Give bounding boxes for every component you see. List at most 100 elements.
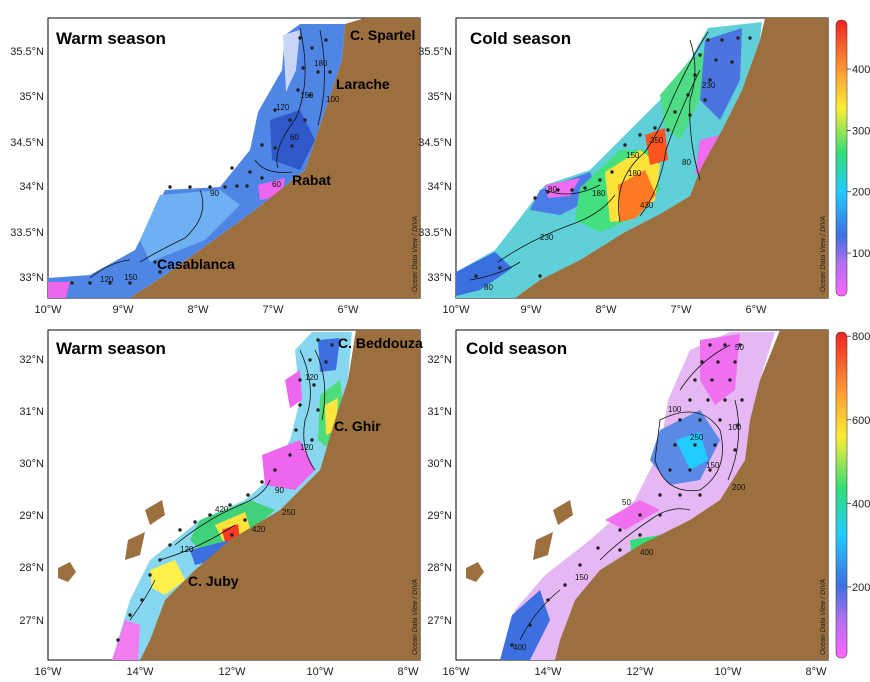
- station-marker: [178, 528, 182, 532]
- contour-label: 60: [272, 180, 281, 189]
- station-marker: [596, 546, 600, 550]
- contour-label: 120: [100, 275, 114, 284]
- contour-label: 150: [626, 151, 640, 160]
- station-marker: [243, 518, 247, 522]
- station-marker: [728, 378, 732, 382]
- station-marker: [738, 343, 742, 347]
- colorbar-ticks: 100 200 300 400: [847, 64, 870, 260]
- contour: [727, 399, 740, 481]
- contour-labels: 230 180 80 350 430 80 230 80 180 150: [484, 81, 716, 292]
- land: [555, 330, 828, 660]
- station-marker: [718, 418, 722, 422]
- station-marker: [168, 185, 172, 189]
- station-marker: [713, 443, 717, 447]
- x-tick-label: 10°W: [442, 304, 470, 316]
- credit-label: Ocean Data View / DIVA: [820, 579, 827, 655]
- contour: [174, 479, 271, 546]
- panel-title: Cold season: [470, 29, 571, 48]
- station-marker: [556, 188, 560, 192]
- contour-label: 400: [513, 643, 527, 652]
- contour-label: 350: [650, 136, 664, 145]
- station-marker: [638, 533, 642, 537]
- credit-label: Ocean Data View / DIVA: [412, 216, 419, 292]
- panel-north-cold: 230 180 80 350 430 80 230 80 180 150 Col…: [418, 17, 870, 316]
- station-markers: [474, 36, 752, 278]
- y-tick-label: 32°N: [19, 354, 44, 366]
- field-light-blue: [140, 190, 240, 262]
- station-marker: [316, 408, 320, 412]
- station-marker: [723, 398, 727, 402]
- y-tick-label: 32°N: [427, 354, 452, 366]
- station-marker: [294, 428, 298, 432]
- station-marker: [324, 38, 328, 42]
- colorbar-tick-label: 300: [852, 125, 870, 137]
- y-tick-label: 29°N: [427, 510, 452, 522]
- y-axis: 27°N 28°N 29°N 30°N 31°N 32°N: [427, 354, 452, 627]
- x-axis: 10°W 9°W 8°W 7°W 6°W: [442, 304, 767, 316]
- station-marker: [740, 398, 744, 402]
- contour-label: 120: [305, 373, 319, 382]
- field-red: [645, 128, 668, 165]
- y-tick-label: 28°N: [19, 562, 44, 574]
- field-magenta: [285, 370, 302, 408]
- contour: [689, 39, 701, 181]
- station-marker: [288, 118, 292, 122]
- station-marker: [723, 343, 727, 347]
- station-marker: [230, 533, 234, 537]
- place-label-beddouza: C. Beddouza: [338, 335, 423, 351]
- contour-label: 230: [702, 81, 716, 90]
- contour-label: 250: [690, 433, 704, 442]
- contour: [254, 159, 293, 173]
- contour-label: 80: [484, 283, 493, 292]
- contour-label: 120: [180, 545, 194, 554]
- station-marker: [618, 528, 622, 532]
- station-marker: [303, 118, 307, 122]
- contour-label: 120: [276, 103, 290, 112]
- contour-label: 400: [640, 548, 654, 557]
- station-marker: [301, 66, 305, 70]
- station-marker: [678, 418, 682, 422]
- contour: [139, 189, 204, 263]
- station-marker: [610, 170, 614, 174]
- contour-label: 430: [640, 201, 654, 210]
- station-marker: [693, 378, 697, 382]
- field-green: [660, 50, 705, 140]
- colorbar-ramp: [835, 19, 848, 297]
- contour: [618, 31, 709, 223]
- x-tick-label: 10°W: [714, 666, 742, 678]
- island: [125, 532, 145, 560]
- contour-label: 180: [592, 189, 606, 198]
- y-tick-label: 35°N: [427, 91, 452, 103]
- station-marker: [330, 343, 334, 347]
- contour-label: 100: [326, 95, 340, 104]
- station-marker: [273, 108, 277, 112]
- station-marker: [498, 266, 502, 270]
- contour-label: 150: [300, 91, 314, 100]
- field-orange: [618, 170, 656, 222]
- field-magenta: [48, 282, 70, 298]
- station-marker: [618, 548, 622, 552]
- station-marker: [298, 403, 302, 407]
- station-marker: [310, 438, 314, 442]
- x-tick-label: 8°W: [596, 304, 618, 316]
- station-marker: [290, 144, 294, 148]
- station-marker: [598, 178, 602, 182]
- colorbar-tick-label: 400: [852, 498, 870, 510]
- station-marker: [208, 513, 212, 517]
- x-tick-label: 8°W: [806, 666, 828, 678]
- x-tick-label: 7°W: [671, 304, 693, 316]
- colorbar-tick-label: 200: [852, 187, 870, 199]
- place-label-casablanca: Casablanca: [157, 256, 235, 272]
- station-marker: [235, 184, 239, 188]
- contour: [89, 259, 131, 279]
- station-marker: [248, 170, 252, 174]
- x-tick-label: 8°W: [398, 666, 420, 678]
- station-marker: [710, 378, 714, 382]
- contour: [497, 194, 616, 263]
- x-tick-label: 16°W: [34, 666, 62, 678]
- station-marker: [273, 146, 277, 150]
- contour: [314, 349, 326, 421]
- contour-label: 120: [300, 443, 314, 452]
- panel-north-warm: 150 180 100 90 60 120 150 120 60 Warm se…: [10, 17, 421, 316]
- station-marker: [693, 443, 697, 447]
